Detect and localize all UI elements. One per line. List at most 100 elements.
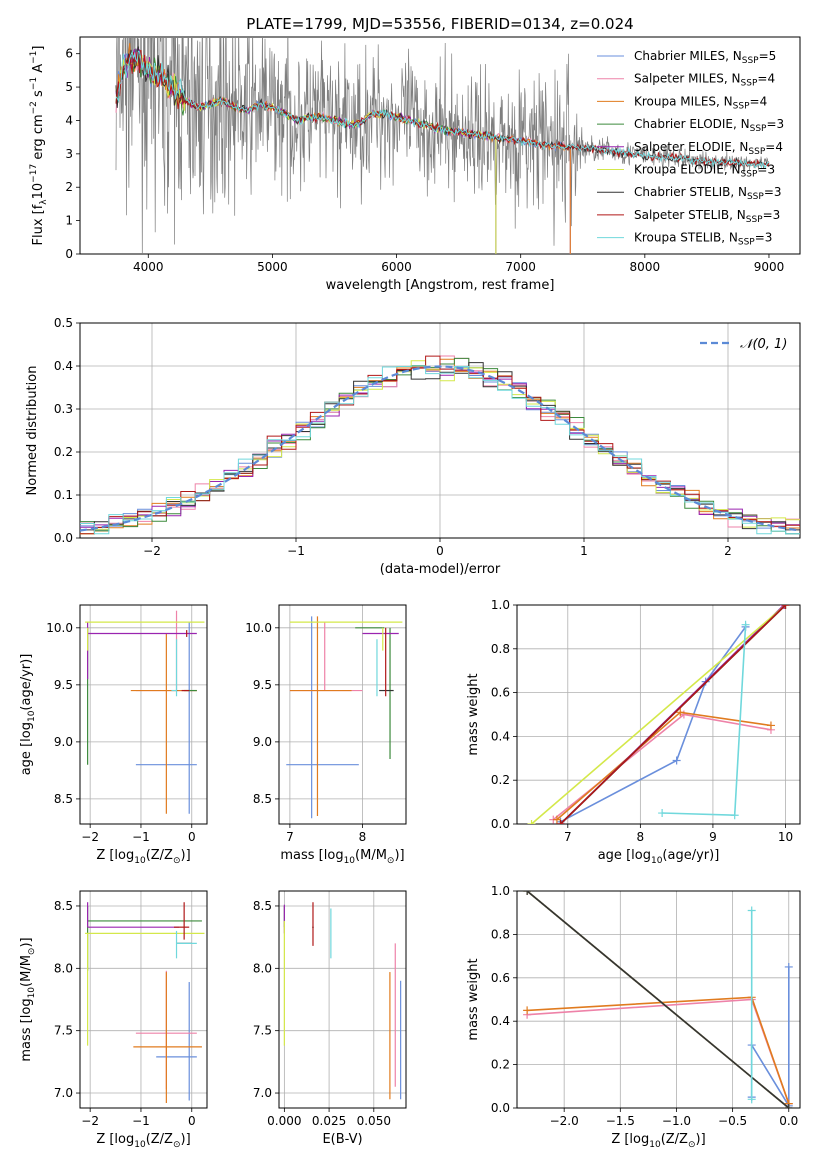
weight-line xyxy=(530,605,787,824)
model-spectrum-line xyxy=(115,46,770,168)
x-tick-label: 8000 xyxy=(630,260,661,274)
y-tick-label: 0.4 xyxy=(491,1014,510,1028)
plot-area xyxy=(85,902,205,1104)
plot-area xyxy=(527,605,790,824)
x-axis-label: (data-model)/error xyxy=(380,562,501,577)
weight-marker xyxy=(676,708,685,717)
weight-marker xyxy=(766,721,775,730)
weight-marker xyxy=(523,1006,532,1015)
age-vs-z-panel: −2 −1 0 8.5 9.0 9.5 10.0 Z [log10(Z/Z⊙)] age [lo… xyxy=(19,604,208,866)
y-tick-label: 8.5 xyxy=(253,792,272,806)
y-tick-label: 0.4 xyxy=(54,359,73,373)
weight-marker xyxy=(523,891,532,895)
y-tick-label: 1.0 xyxy=(491,598,510,612)
y-tick-label: 0.6 xyxy=(491,686,510,700)
weight-line xyxy=(552,713,772,821)
plot-area xyxy=(286,616,403,819)
y-tick-label: 9.0 xyxy=(54,735,73,749)
x-axis-label: mass [log10(M/M⊙)] xyxy=(280,848,404,866)
y-tick-label: 1.0 xyxy=(491,884,510,898)
y-axis-label: mass [log10(M/M⊙)] xyxy=(19,937,37,1061)
x-tick-label: 0 xyxy=(188,830,196,844)
x-tick-label: 0 xyxy=(436,544,444,558)
plot-area xyxy=(85,610,205,814)
y-tick-label: 0.8 xyxy=(491,927,510,941)
x-tick-label: 0.0 xyxy=(779,1114,798,1128)
y-tick-label: 5 xyxy=(65,80,73,94)
y-tick-label: 10.0 xyxy=(245,621,272,635)
residual-histogram xyxy=(80,362,800,531)
y-tick-label: 0.0 xyxy=(491,817,510,831)
spectrum-legend: Chabrier MILES, NSSP=5 Salpeter MILES, NS… xyxy=(597,49,784,248)
x-tick-label: 5000 xyxy=(257,260,288,274)
legend-entry: Kroupa STELIB, NSSP=3 xyxy=(634,231,772,248)
y-tick-label: 0 xyxy=(65,247,73,261)
weight-marker xyxy=(784,1104,793,1108)
x-tick-label: 1 xyxy=(580,544,588,558)
weight-vs-age-panel: 7 8 9 10 0.0 0.2 0.4 0.6 0.8 1.0 age [log10(age/yr… xyxy=(466,598,801,866)
spectrum-panel: 4000 5000 6000 7000 8000 9000 0 1 2 3 4 5 6 wavelengt… xyxy=(29,36,801,293)
x-axis-label: Z [log10(Z/Z⊙)] xyxy=(96,848,190,866)
plot-frame xyxy=(278,890,407,1109)
legend-entry: 𝒩(0, 1) xyxy=(740,337,787,352)
y-tick-label: 0.2 xyxy=(54,445,73,459)
y-tick-label: 4 xyxy=(65,113,73,127)
x-tick-label: −1 xyxy=(132,1114,150,1128)
y-tick-label: 9.5 xyxy=(253,678,272,692)
x-axis-label: Z [log10(Z/Z⊙)] xyxy=(611,1132,705,1150)
plot-area xyxy=(115,37,770,254)
x-tick-label: −1.0 xyxy=(662,1114,691,1128)
y-tick-label: 0.2 xyxy=(491,773,510,787)
y-tick-label: 9.5 xyxy=(54,678,73,692)
y-axis-label: mass weight xyxy=(466,958,481,1040)
y-tick-label: 8.5 xyxy=(54,792,73,806)
x-tick-label: −0.5 xyxy=(718,1114,747,1128)
x-tick-label: 8 xyxy=(359,830,367,844)
weight-line xyxy=(560,626,747,823)
model-spectrum-line xyxy=(115,50,770,170)
x-tick-label: 9000 xyxy=(754,260,785,274)
x-tick-label: 7 xyxy=(286,830,294,844)
mass-vs-ebv-panel: 0.000 0.025 0.050 7.0 7.5 8.0 8.5 E(B-V) xyxy=(253,890,407,1147)
model-spectrum-line xyxy=(115,42,571,254)
weight-line xyxy=(750,967,790,1108)
weight-marker xyxy=(672,756,681,765)
plot-frame xyxy=(79,36,801,255)
plot-frame xyxy=(79,604,208,825)
y-tick-label: 0.6 xyxy=(491,971,510,985)
normal-curve xyxy=(80,365,800,532)
y-tick-label: 10.0 xyxy=(46,621,73,635)
age-vs-mass-panel: 7 8 8.5 9.0 9.5 10.0 mass [log10(M/M⊙)] xyxy=(245,604,407,866)
weight-marker xyxy=(552,815,561,824)
y-axis-label: Normed distribution xyxy=(25,366,40,496)
y-tick-label: 0.5 xyxy=(54,316,73,330)
mass-vs-z-panel: −2 −1 0 7.0 7.5 8.0 8.5 Z [log10(Z/Z⊙)] mass [lo… xyxy=(19,890,208,1150)
x-tick-label: 10 xyxy=(778,830,793,844)
y-tick-label: 0.1 xyxy=(54,488,73,502)
legend-entry: Salpeter MILES, NSSP=4 xyxy=(634,72,775,89)
weight-marker xyxy=(747,1095,756,1104)
y-tick-label: 6 xyxy=(65,47,73,61)
weight-marker xyxy=(730,811,739,820)
y-tick-label: 0.8 xyxy=(491,642,510,656)
y-axis-label: mass weight xyxy=(466,673,481,755)
y-tick-label: 0.0 xyxy=(54,531,73,545)
weight-marker xyxy=(658,809,667,818)
y-tick-label: 8.0 xyxy=(253,961,272,975)
legend-entry: Chabrier ELODIE, NSSP=3 xyxy=(634,117,784,134)
y-tick-label: 0.4 xyxy=(491,729,510,743)
x-tick-label: 2 xyxy=(724,544,732,558)
x-tick-label: −2 xyxy=(143,544,161,558)
x-tick-label: 9 xyxy=(709,830,717,844)
x-tick-label: −1.5 xyxy=(606,1114,635,1128)
x-tick-label: 0 xyxy=(188,1114,196,1128)
x-tick-label: −2.0 xyxy=(550,1114,579,1128)
legend-entry: Chabrier MILES, NSSP=5 xyxy=(634,49,776,66)
weight-marker xyxy=(781,605,790,609)
weight-line xyxy=(527,996,790,1104)
plot-frame xyxy=(278,604,407,825)
plot-area xyxy=(80,355,800,535)
weight-marker xyxy=(747,906,756,915)
y-tick-label: 8.5 xyxy=(253,899,272,913)
